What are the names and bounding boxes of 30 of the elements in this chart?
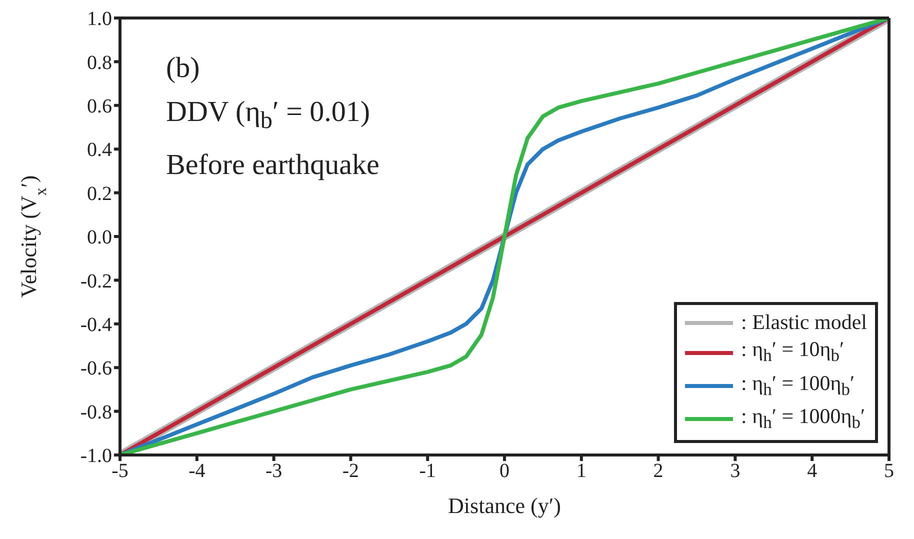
y-tick-label: -0.2 [80,270,112,292]
legend-label: : η$_{h}$′ = 100η$_{b}$′ [741,370,855,401]
x-tick-label: -3 [265,460,282,482]
x-tick-label: 0 [500,460,510,482]
y-tick-label: -0.8 [80,401,112,424]
annotation: Before earthquake [166,148,380,183]
y-tick-label: 0.0 [87,226,112,249]
x-tick-label: 4 [807,460,818,482]
annotation: (b) [166,51,201,86]
x-tick-label: 1 [576,460,586,482]
x-tick-label: -2 [342,460,360,482]
x-axis-title: Distance (y′) [448,493,561,518]
x-tick-label: -5 [112,460,128,482]
y-tick-label: -1.0 [80,445,112,468]
x-tick-label: 2 [653,460,664,482]
x-tick-label: 5 [884,460,894,482]
y-tick-label: 0.2 [87,182,112,205]
x-tick-label: -1 [419,460,436,482]
y-tick-label: 0.4 [87,139,112,162]
y-tick-label: 1.0 [87,8,112,30]
y-tick-label: -0.4 [80,314,112,336]
legend-label: : η$_{h}$′ = 1000η$_{b}$′ [741,402,866,434]
y-tick-label: 0.6 [87,96,112,118]
x-tick-label: -4 [188,460,206,482]
annotation: DDV (η$_{b}$′ = 0.01) [166,95,372,136]
y-tick-label: 0.8 [87,52,112,74]
legend-label: : Elastic model [741,309,867,336]
legend-label: : η$_{h}$′ = 10η$_{b}$′ [741,336,844,368]
x-tick-label: 3 [730,460,740,482]
y-tick-label: -0.6 [80,358,112,380]
